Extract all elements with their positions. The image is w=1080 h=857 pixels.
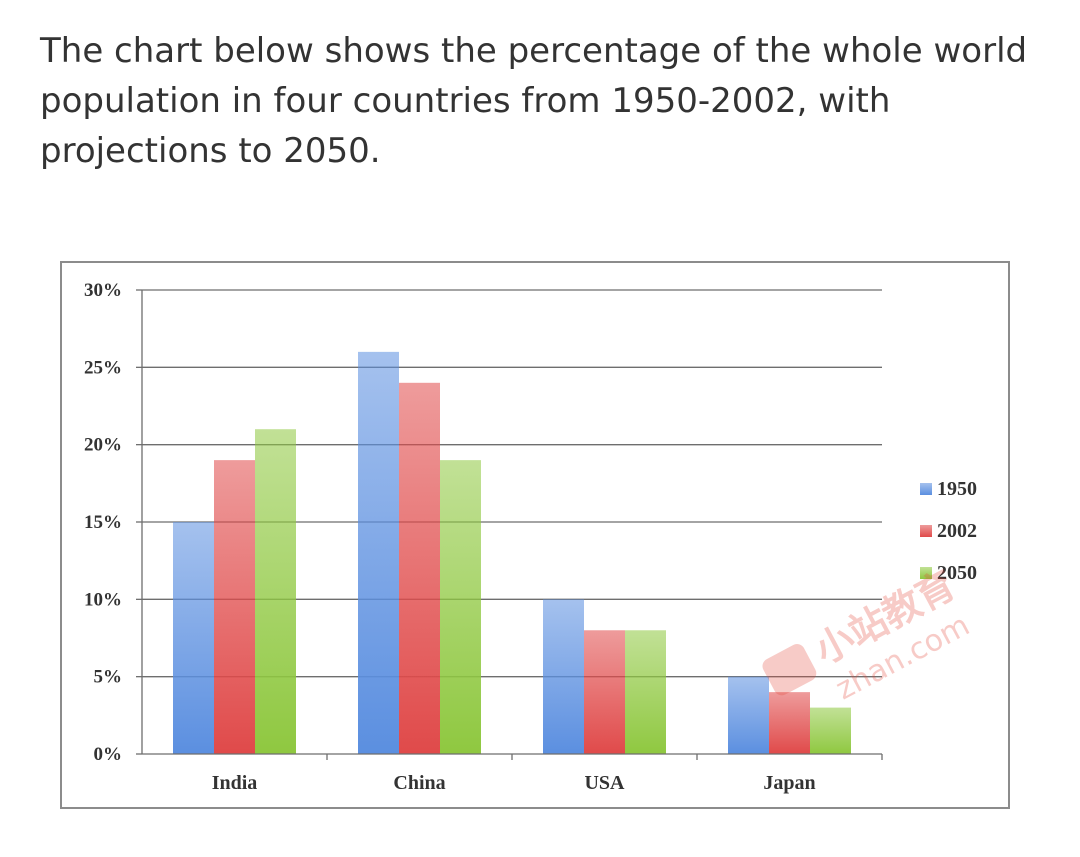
bar-japan-2002	[769, 692, 810, 754]
bar-usa-2050	[625, 630, 666, 754]
bar-china-1950	[358, 351, 399, 754]
bar-india-2002	[214, 460, 255, 754]
bar-india-1950	[173, 522, 214, 754]
y-tick-label: 15%	[84, 512, 122, 533]
y-tick-label: 5%	[94, 667, 123, 688]
bar-chart: 0% 5% 10% 15% 20% 25% 30% India China USA Japan 19…	[84, 280, 977, 794]
axis-layer: 0% 5% 10% 15% 20% 25% 30% India China USA Japan	[84, 280, 883, 794]
prompt-text: The chart below shows the percentage of …	[40, 31, 1028, 171]
bar-layer	[173, 351, 851, 754]
y-tick-label: 30%	[84, 280, 122, 301]
legend-label-2050: 2050	[937, 562, 977, 584]
legend-label-2002: 2002	[937, 520, 977, 542]
chart-frame: 0% 5% 10% 15% 20% 25% 30% India China USA Japan 19…	[60, 261, 1010, 809]
y-tick-label: 0%	[94, 744, 123, 765]
x-tick-label: China	[393, 772, 445, 794]
x-tick-label: Japan	[763, 772, 815, 794]
bar-china-2050	[440, 460, 481, 754]
bar-india-2050	[255, 429, 296, 754]
bar-usa-2002	[584, 630, 625, 754]
bar-china-2002	[399, 382, 440, 754]
x-tick-label: USA	[584, 772, 625, 794]
legend: 1950 2002 2050	[920, 478, 977, 584]
bar-japan-2050	[810, 707, 851, 754]
watermark-icon	[762, 644, 817, 696]
legend-swatch-1950	[920, 483, 932, 495]
bar-japan-1950	[728, 676, 769, 754]
y-tick-label: 25%	[84, 357, 122, 378]
y-tick-label: 10%	[84, 589, 122, 610]
bar-usa-1950	[543, 599, 584, 754]
y-tick-label: 20%	[84, 435, 122, 456]
x-tick-label: India	[212, 772, 258, 794]
legend-label-1950: 1950	[937, 478, 977, 500]
legend-swatch-2002	[920, 525, 932, 537]
legend-swatch-2050	[920, 567, 932, 579]
